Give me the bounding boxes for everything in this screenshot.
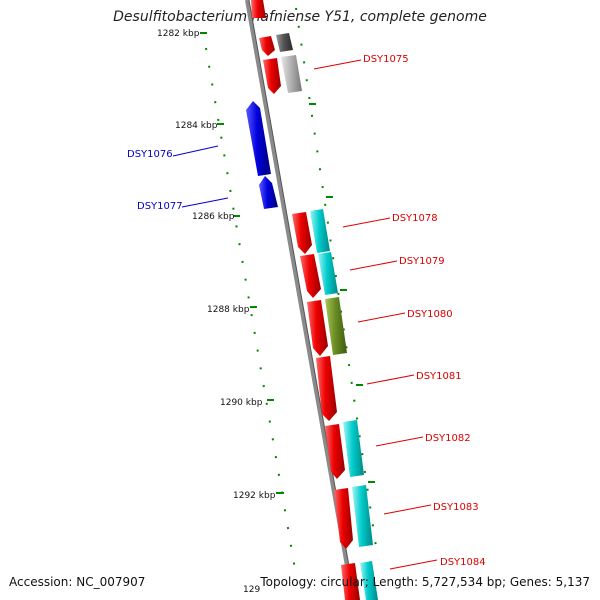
gene-arrow-dsy1078[interactable]	[292, 212, 312, 254]
gene-arrow-dsy1075[interactable]	[263, 58, 281, 94]
gene-arrow-dsy1077[interactable]	[259, 176, 278, 209]
tick-label: 129	[243, 585, 260, 595]
gene-label-dsy1076[interactable]: DSY1076	[127, 149, 173, 160]
tick-label: 1286 kbp	[192, 212, 235, 222]
map-title: Desulfitobacterium hafniense Y51, comple…	[113, 9, 487, 25]
cds-box[interactable]	[360, 561, 378, 600]
gene-label-dsy1079[interactable]: DSY1079	[399, 256, 445, 267]
gene-label-dsy1084[interactable]: DSY1084	[440, 557, 486, 568]
genome-summary-text: Topology: circular; Length: 5,727,534 bp…	[260, 575, 590, 589]
cds-box[interactable]	[310, 209, 330, 253]
gene-label-dsy1083[interactable]: DSY1083	[433, 502, 479, 513]
gene-leader-line	[366, 374, 415, 385]
gene-leader-line	[389, 559, 438, 570]
cds-box[interactable]	[325, 297, 347, 355]
cds-box[interactable]	[281, 55, 302, 93]
tick-label: 1282 kbp	[157, 29, 200, 39]
gene-label-dsy1075[interactable]: DSY1075	[363, 54, 409, 65]
gene-leader-line	[383, 504, 432, 515]
gene-label-dsy1081[interactable]: DSY1081	[416, 371, 462, 382]
gene-arrow-dsy1084[interactable]	[341, 563, 360, 600]
gene-arrow-dsy1079[interactable]	[300, 254, 321, 298]
gene-label-dsy1080[interactable]: DSY1080	[407, 309, 453, 320]
gene-leader-line	[181, 197, 229, 208]
cds-box[interactable]	[343, 420, 364, 477]
accession-text: Accession: NC_007907	[9, 575, 146, 589]
gene-arrow-dsy1080[interactable]	[307, 300, 328, 356]
gene-arrow[interactable]	[251, 0, 266, 18]
tick-label: 1290 kbp	[220, 398, 263, 408]
gene-label-dsy1078[interactable]: DSY1078	[392, 213, 438, 224]
gene-label-dsy1082[interactable]: DSY1082	[425, 433, 471, 444]
gene-arrow[interactable]	[259, 36, 275, 56]
gene-arrow-dsy1083[interactable]	[334, 488, 353, 549]
gene-leader-line	[375, 436, 424, 447]
gene-leader-line	[342, 217, 391, 228]
gene-label-dsy1077[interactable]: DSY1077	[137, 201, 183, 212]
gene-arrow-dsy1082[interactable]	[325, 424, 345, 479]
gene-leader-line	[313, 59, 362, 70]
tick-label: 1288 kbp	[207, 305, 250, 315]
gene-arrow-dsy1076[interactable]	[246, 101, 271, 176]
gene-leader-line	[357, 312, 406, 323]
cds-box[interactable]	[318, 252, 338, 295]
gene-leader-line	[349, 260, 398, 271]
gene-arrow-dsy1081[interactable]	[316, 356, 337, 421]
tick-label: 1284 kbp	[175, 121, 218, 131]
gene-leader-line	[172, 145, 219, 157]
cds-box[interactable]	[352, 485, 373, 547]
gene-arrow[interactable]	[276, 33, 293, 52]
tick-label: 1292 kbp	[233, 491, 276, 501]
